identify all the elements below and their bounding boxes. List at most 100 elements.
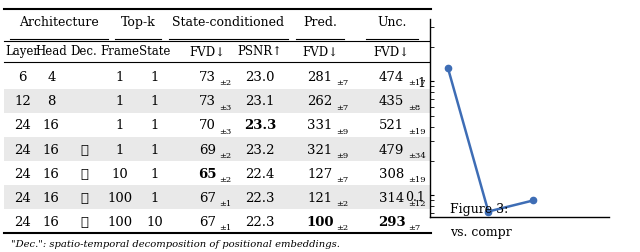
Text: ✓: ✓ [80,191,88,204]
Text: ±7: ±7 [336,175,349,183]
Text: ±2: ±2 [220,79,232,87]
Text: "Dec.": spatio-temporal decomposition of positional embeddings.: "Dec.": spatio-temporal decomposition of… [11,239,340,248]
Text: Figure 3:: Figure 3: [450,203,508,215]
Text: 1: 1 [150,191,159,204]
Text: ±3: ±3 [220,103,232,111]
Text: ±8: ±8 [408,103,420,111]
Text: 67: 67 [198,191,216,204]
Text: 121: 121 [307,191,332,204]
Text: 6: 6 [19,71,27,84]
Text: State-conditioned: State-conditioned [172,16,285,29]
Text: 281: 281 [307,71,332,84]
Text: 10: 10 [146,215,163,228]
Text: ±7: ±7 [408,223,420,231]
Text: ✓: ✓ [80,167,88,180]
Text: Unc.: Unc. [377,16,406,29]
Text: 22.3: 22.3 [246,191,275,204]
Text: Layer: Layer [6,45,40,58]
Text: ±9: ±9 [336,151,349,159]
Text: 474: 474 [379,71,404,84]
Text: 1: 1 [150,167,159,180]
Text: 4: 4 [47,71,56,84]
Text: FVD↓: FVD↓ [374,45,410,58]
Text: 24: 24 [14,143,31,156]
Text: PSNR↑: PSNR↑ [237,45,283,58]
Text: 73: 73 [198,95,216,108]
Text: 69: 69 [198,143,216,156]
Text: Architecture: Architecture [19,16,99,29]
Text: 10: 10 [112,167,129,180]
Text: 16: 16 [43,119,60,132]
Text: ±1: ±1 [220,223,232,231]
Text: 321: 321 [307,143,333,156]
Text: Head: Head [35,45,67,58]
Text: 70: 70 [198,119,216,132]
Text: 22.4: 22.4 [246,167,275,180]
Text: ±2: ±2 [220,151,232,159]
Text: Top-k: Top-k [121,16,156,29]
Text: 331: 331 [307,119,333,132]
Text: 100: 100 [108,215,132,228]
Text: 22.3: 22.3 [246,215,275,228]
Text: 24: 24 [14,215,31,228]
Text: ±3: ±3 [220,127,232,135]
Text: 65: 65 [198,167,216,180]
Text: ±34: ±34 [408,151,426,159]
Text: FVD↓: FVD↓ [189,45,225,58]
Text: ±2: ±2 [220,175,232,183]
Text: 67: 67 [198,215,216,228]
Text: ±9: ±9 [336,127,349,135]
Text: 23.2: 23.2 [246,143,275,156]
Text: ±19: ±19 [408,175,426,183]
Text: ±2: ±2 [336,199,348,207]
Text: 23.3: 23.3 [244,119,276,132]
Text: ±17: ±17 [408,79,426,87]
Text: 1: 1 [116,95,124,108]
Bar [4,185,431,209]
Text: 24: 24 [14,191,31,204]
Bar [4,138,431,161]
Text: ±2: ±2 [336,223,348,231]
Text: 24: 24 [14,119,31,132]
Text: 1: 1 [150,119,159,132]
Text: 521: 521 [379,119,404,132]
Text: 12: 12 [14,95,31,108]
Text: Pred.: Pred. [303,16,337,29]
Text: ±7: ±7 [336,103,349,111]
Text: 1: 1 [116,143,124,156]
Text: ✓: ✓ [80,215,88,228]
Text: 127: 127 [307,167,333,180]
Text: 24: 24 [14,167,31,180]
Text: 1: 1 [150,71,159,84]
Text: 262: 262 [307,95,333,108]
Text: ±1: ±1 [220,199,232,207]
Text: 435: 435 [379,95,404,108]
Text: 16: 16 [43,167,60,180]
Text: ✓: ✓ [80,143,88,156]
Text: FVD↓: FVD↓ [302,45,338,58]
Text: 16: 16 [43,143,60,156]
Text: 1: 1 [116,71,124,84]
Text: State: State [139,45,170,58]
Text: 1: 1 [116,119,124,132]
Text: 1: 1 [150,143,159,156]
Text: 1: 1 [150,95,159,108]
Text: ±12: ±12 [408,199,426,207]
Text: 73: 73 [198,71,216,84]
Bar [4,89,431,113]
Text: Frame: Frame [100,45,140,58]
Text: 16: 16 [43,215,60,228]
Text: 23.1: 23.1 [246,95,275,108]
Text: 293: 293 [378,215,406,228]
Text: ±19: ±19 [408,127,426,135]
Text: 16: 16 [43,191,60,204]
Text: vs. compr: vs. compr [450,225,511,238]
Text: 100: 100 [306,215,333,228]
Text: 308: 308 [379,167,404,180]
Text: 23.0: 23.0 [246,71,275,84]
Text: 479: 479 [379,143,404,156]
Text: ±7: ±7 [336,79,349,87]
Text: 314: 314 [379,191,404,204]
Text: Dec.: Dec. [70,45,97,58]
Text: 100: 100 [108,191,132,204]
